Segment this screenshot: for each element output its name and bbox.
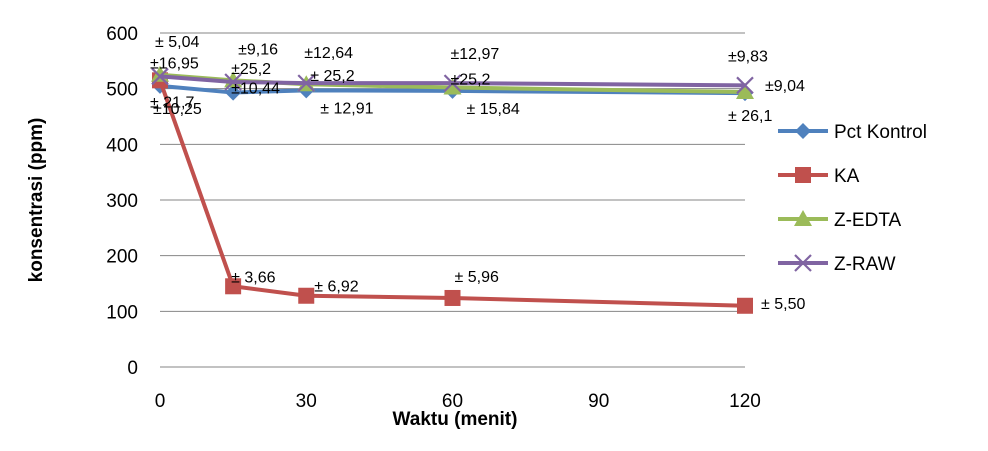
data-point	[736, 76, 754, 95]
y-tick-label: 500	[106, 80, 138, 101]
x-tick-label: 30	[296, 391, 317, 412]
y-tick-label: 0	[127, 358, 138, 379]
data-point	[225, 84, 242, 101]
data-point	[443, 74, 462, 92]
series-z-raw	[151, 67, 754, 95]
legend-label: KA	[834, 166, 860, 187]
data-annotations: ± 5,04 ±16,95 ±10,25± 21,7 ±9,16 ±25,2 ±10,44…	[150, 34, 805, 313]
data-point	[298, 287, 315, 304]
y-axis-title: konsentrasi (ppm)	[26, 118, 47, 283]
data-point	[443, 78, 462, 95]
x-tick-label: 120	[729, 391, 761, 412]
legend-item: Z-RAW	[778, 254, 896, 275]
data-point	[224, 73, 242, 91]
legend: Pct Kontrol KA Z-EDTA Z-RAW	[778, 122, 927, 275]
data-label: ±10,25	[153, 101, 202, 118]
y-tick-label: 300	[106, 191, 138, 212]
y-tick-label: 400	[106, 135, 138, 156]
data-point	[297, 74, 316, 92]
legend-item: KA	[778, 166, 860, 187]
x-tick-label: 90	[588, 391, 609, 412]
legend-marker	[794, 254, 812, 272]
data-label: ±10,44	[231, 81, 280, 98]
data-label: ± 6,92	[314, 279, 358, 296]
y-tick-label: 200	[106, 247, 138, 268]
data-point	[736, 83, 754, 100]
data-point	[737, 297, 753, 314]
data-label: ±25,2	[451, 72, 491, 89]
legend-label: Pct Kontrol	[834, 122, 927, 143]
series-group	[151, 65, 754, 314]
legend-item: Z-EDTA	[778, 210, 902, 231]
data-label: ±9,04	[765, 78, 805, 95]
legend-marker	[795, 167, 811, 183]
x-tick-label: 0	[155, 391, 166, 412]
y-tick-label: 600	[106, 24, 138, 45]
data-label: ± 21,7	[150, 94, 194, 111]
data-label: ±25,2	[231, 61, 271, 78]
y-tick-label: 100	[106, 302, 138, 323]
legend-label: Z-RAW	[834, 254, 896, 275]
legend-item: Pct Kontrol	[778, 122, 927, 143]
data-point	[225, 278, 242, 295]
data-label: ±9,16	[238, 41, 278, 58]
data-label: ± 5,96	[455, 269, 499, 286]
legend-label: Z-EDTA	[834, 210, 902, 231]
data-label: ± 12,91	[320, 100, 373, 117]
data-point	[151, 67, 169, 86]
x-tick-label: 60	[442, 391, 463, 412]
data-label: ± 26,1	[728, 108, 772, 125]
x-axis-title: Waktu (menit)	[393, 409, 518, 430]
data-label: ± 25,2	[310, 68, 354, 85]
data-label: ±12,64	[304, 45, 353, 62]
data-label: ±16,95	[150, 55, 199, 72]
y-axis-ticks: 0 100 200 300 400 500 600	[106, 24, 138, 379]
legend-marker	[794, 210, 812, 226]
data-point	[444, 289, 461, 306]
data-label: ± 15,84	[467, 101, 520, 118]
data-label: ± 5,50	[761, 296, 805, 313]
data-label: ±9,83	[728, 48, 768, 65]
legend-marker	[795, 123, 811, 139]
data-label: ±12,97	[451, 46, 500, 63]
x-axis-ticks: 0 30 60 90 120	[155, 391, 761, 412]
data-label: ± 3,66	[231, 269, 275, 286]
data-label: ± 5,04	[155, 34, 199, 51]
